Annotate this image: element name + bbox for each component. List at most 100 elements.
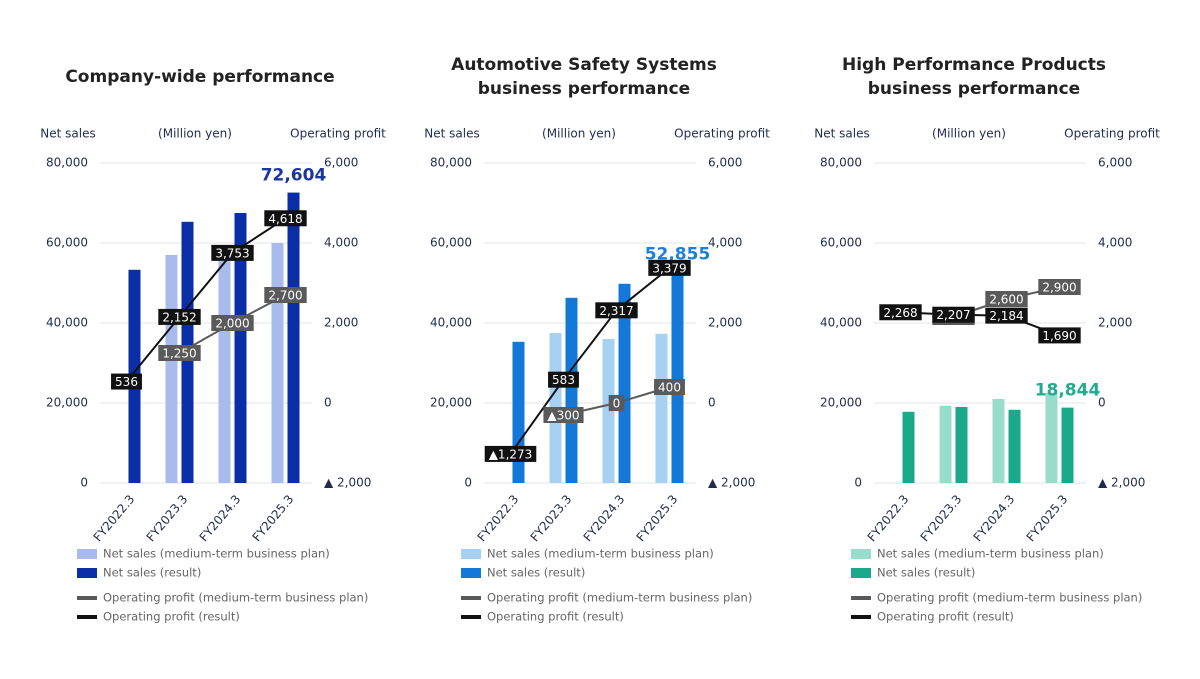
data-label: 2,317 xyxy=(595,302,638,319)
label-box xyxy=(211,315,254,331)
legend-swatch xyxy=(851,615,871,619)
data-label: 3,379 xyxy=(648,259,691,276)
x-tick-label: FY2025.3 xyxy=(250,492,297,544)
x-tick-label: FY2022.3 xyxy=(865,492,912,544)
label-text: ▲300 xyxy=(547,409,579,423)
data-label: 2,000 xyxy=(211,315,254,331)
bar xyxy=(287,192,300,484)
label-box xyxy=(158,308,201,325)
legend-label: Net sales (result) xyxy=(103,566,201,580)
data-label: 2,900 xyxy=(1038,279,1081,295)
x-tick-label: FY2024.3 xyxy=(971,492,1018,544)
label-box xyxy=(985,291,1028,307)
data-label: 1,250 xyxy=(158,345,201,361)
data-label: 2,268 xyxy=(879,304,922,321)
y-tick-label: 60,000 xyxy=(46,236,88,250)
label-box xyxy=(932,306,975,323)
label-text: 1,250 xyxy=(162,347,196,361)
line xyxy=(900,311,1060,337)
y-tick-label: 40,000 xyxy=(820,316,862,330)
data-label: 2,700 xyxy=(264,287,307,303)
x-tick-label: FY2023.3 xyxy=(528,492,575,544)
bar xyxy=(271,243,284,483)
y-tick-label: 20,000 xyxy=(46,396,88,410)
bar xyxy=(992,399,1005,483)
chart-title: business performance xyxy=(868,79,1080,99)
label-box xyxy=(211,244,254,261)
legend-label: Operating profit (result) xyxy=(487,610,624,624)
label-box xyxy=(879,304,922,321)
legend-swatch xyxy=(851,596,871,600)
y2-axis-label: Operating profit xyxy=(674,127,770,141)
bar xyxy=(902,411,915,483)
data-label: 0 xyxy=(608,395,625,411)
label-text: 2,268 xyxy=(883,306,917,320)
x-tick-label: FY2022.3 xyxy=(475,492,522,544)
bar xyxy=(618,283,631,483)
bar xyxy=(1061,407,1074,483)
label-text: 2,600 xyxy=(989,293,1023,307)
label-box xyxy=(608,395,625,411)
label-box xyxy=(985,307,1028,324)
legend-label: Net sales (medium-term business plan) xyxy=(487,547,714,561)
legend-swatch xyxy=(851,549,871,559)
label-box xyxy=(264,287,307,303)
y2-tick-label: ▲ 2,000 xyxy=(708,476,755,490)
y-tick-label: 20,000 xyxy=(430,396,472,410)
data-label: 400 xyxy=(654,379,685,395)
y-tick-label: 20,000 xyxy=(820,396,862,410)
bar xyxy=(218,255,231,483)
legend-label: Net sales (result) xyxy=(487,566,585,580)
chart-title: Company-wide performance xyxy=(65,67,334,87)
legend-swatch xyxy=(77,549,97,559)
bar xyxy=(1045,393,1058,483)
legend-label: Operating profit (medium-term business p… xyxy=(103,591,368,605)
label-text: 2,700 xyxy=(268,289,302,303)
y-tick-label: 40,000 xyxy=(430,316,472,330)
label-box xyxy=(654,379,685,395)
y-tick-label: 0 xyxy=(80,476,88,490)
y2-tick-label: ▲ 2,000 xyxy=(1098,476,1145,490)
data-label: 4,618 xyxy=(264,210,307,227)
y2-tick-label: 2,000 xyxy=(708,316,742,330)
label-text: 3,753 xyxy=(215,246,249,260)
x-tick-label: FY2024.3 xyxy=(197,492,244,544)
y-axis-label: Net sales xyxy=(40,127,95,141)
label-text: 536 xyxy=(115,375,138,389)
legend-label: Operating profit (result) xyxy=(877,610,1014,624)
bar xyxy=(939,405,952,483)
label-box xyxy=(648,259,691,276)
legend-swatch xyxy=(77,568,97,578)
x-tick-label: FY2025.3 xyxy=(634,492,681,544)
label-box xyxy=(1038,327,1081,344)
legend-label: Net sales (medium-term business plan) xyxy=(103,547,330,561)
label-text: 2,184 xyxy=(989,309,1023,323)
legend-label: Net sales (medium-term business plan) xyxy=(877,547,1104,561)
x-tick-label: FY2023.3 xyxy=(144,492,191,544)
y2-tick-label: 6,000 xyxy=(708,156,742,170)
y-tick-label: 0 xyxy=(464,476,472,490)
legend-swatch xyxy=(461,615,481,619)
unit-label: (Million yen) xyxy=(158,127,232,141)
label-box xyxy=(111,373,142,390)
label-text: 583 xyxy=(552,373,575,387)
bar xyxy=(1008,409,1021,483)
legend-swatch xyxy=(461,568,481,578)
label-text: 2,000 xyxy=(215,317,249,331)
line xyxy=(509,267,671,455)
y-axis-label: Net sales xyxy=(814,127,869,141)
legend-label: Operating profit (result) xyxy=(103,610,240,624)
legend-swatch xyxy=(77,615,97,619)
label-text: 3,379 xyxy=(652,261,686,275)
data-label: 2,600 xyxy=(985,291,1028,307)
legend-swatch xyxy=(77,596,97,600)
bar xyxy=(165,255,178,483)
data-label: 2,207 xyxy=(932,306,975,323)
label-text: 4,618 xyxy=(268,212,302,226)
data-label: 583 xyxy=(548,371,579,388)
bar xyxy=(655,333,668,483)
chart-title: Automotive Safety Systems xyxy=(451,55,717,75)
label-text: 1,690 xyxy=(1042,329,1076,343)
bar xyxy=(565,297,578,483)
